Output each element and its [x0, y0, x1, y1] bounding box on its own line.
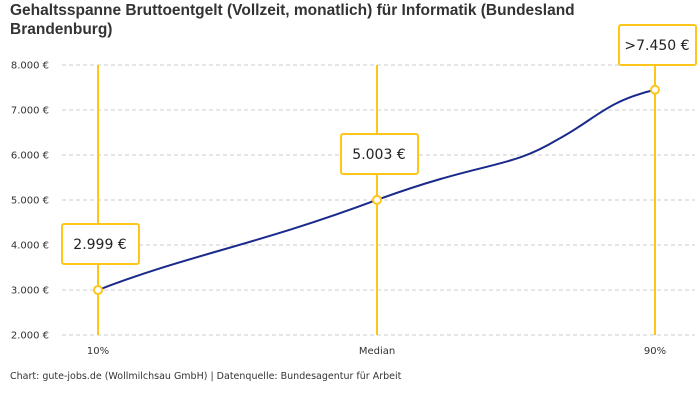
x-tick-label: 90%	[644, 346, 666, 357]
data-label-box	[618, 24, 697, 66]
data-label: >7.450 €	[624, 38, 689, 54]
y-tick-label: 6.000 €	[11, 151, 49, 162]
x-tick-label: 10%	[87, 346, 109, 357]
y-tick-label: 7.000 €	[11, 106, 49, 117]
y-tick-label: 5.000 €	[11, 196, 49, 207]
y-tick-label: 3.000 €	[11, 286, 49, 297]
data-label: 5.003 €	[352, 147, 405, 163]
y-tick-label: 4.000 €	[11, 241, 49, 252]
x-tick-label: Median	[359, 346, 395, 357]
data-label-box	[61, 223, 140, 265]
data-point-marker	[93, 285, 103, 296]
data-point-marker	[650, 84, 660, 95]
y-tick-label: 2.000 €	[11, 331, 49, 342]
data-point-marker	[372, 194, 382, 205]
series-line	[97, 88, 656, 291]
y-tick-label: 8.000 €	[11, 61, 49, 72]
data-label: 2.999 €	[73, 237, 126, 253]
chart-footer: Chart: gute-jobs.de (Wollmilchsau GmbH) …	[10, 371, 402, 382]
data-label-box	[340, 133, 419, 175]
chart-title: Gehaltsspanne Bruttoentgelt (Vollzeit, m…	[10, 2, 575, 38]
